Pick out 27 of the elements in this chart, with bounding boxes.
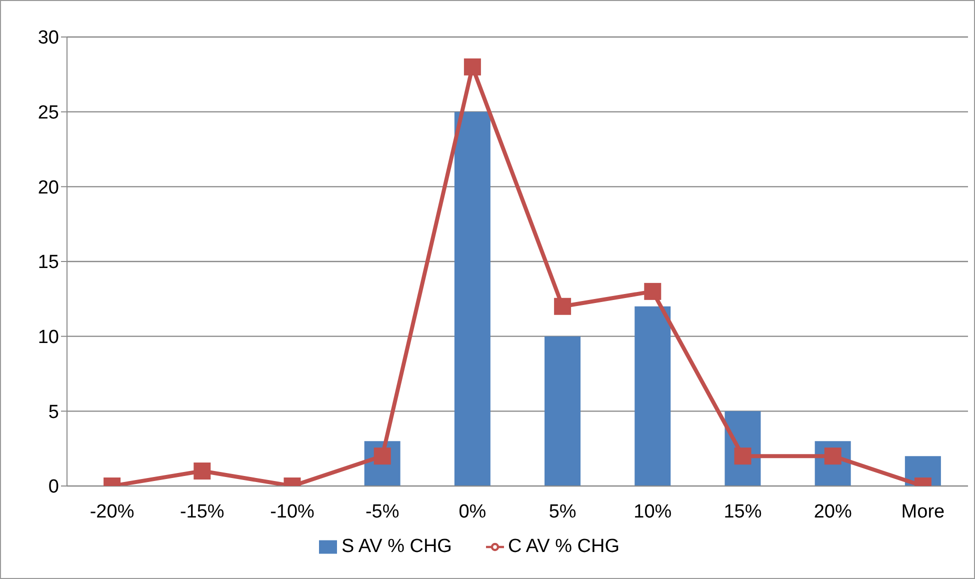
y-tick-label: 10 <box>38 327 59 348</box>
x-tick-label: 20% <box>814 501 852 522</box>
x-tick-label: 5% <box>548 501 576 522</box>
x-tick-label: -20% <box>90 501 134 522</box>
bar <box>634 306 671 486</box>
point <box>644 282 662 300</box>
y-tick-label: 15 <box>38 252 59 274</box>
y-tick-label: 0 <box>48 476 59 498</box>
point <box>464 58 481 76</box>
y-tick-label: 30 <box>38 28 59 49</box>
legend-label: C AV % CHG <box>508 536 620 557</box>
x-tick-label: -10% <box>270 501 315 522</box>
x-tick-label: -15% <box>180 501 224 522</box>
point <box>194 462 211 480</box>
legend-label: S AV % CHG <box>341 536 452 557</box>
x-tick-label: More <box>901 501 945 522</box>
x-tick-label: 10% <box>634 501 672 522</box>
bar <box>544 336 581 486</box>
y-tick-label: 20 <box>38 177 59 198</box>
x-tick-label: 15% <box>724 501 762 522</box>
y-tick-label: 5 <box>48 402 59 423</box>
point <box>734 448 752 465</box>
x-tick-label: -5% <box>365 501 400 522</box>
bar <box>454 112 490 486</box>
point <box>554 298 572 315</box>
y-tick-label: 25 <box>38 102 59 124</box>
x-tick-label: 0% <box>458 501 486 522</box>
